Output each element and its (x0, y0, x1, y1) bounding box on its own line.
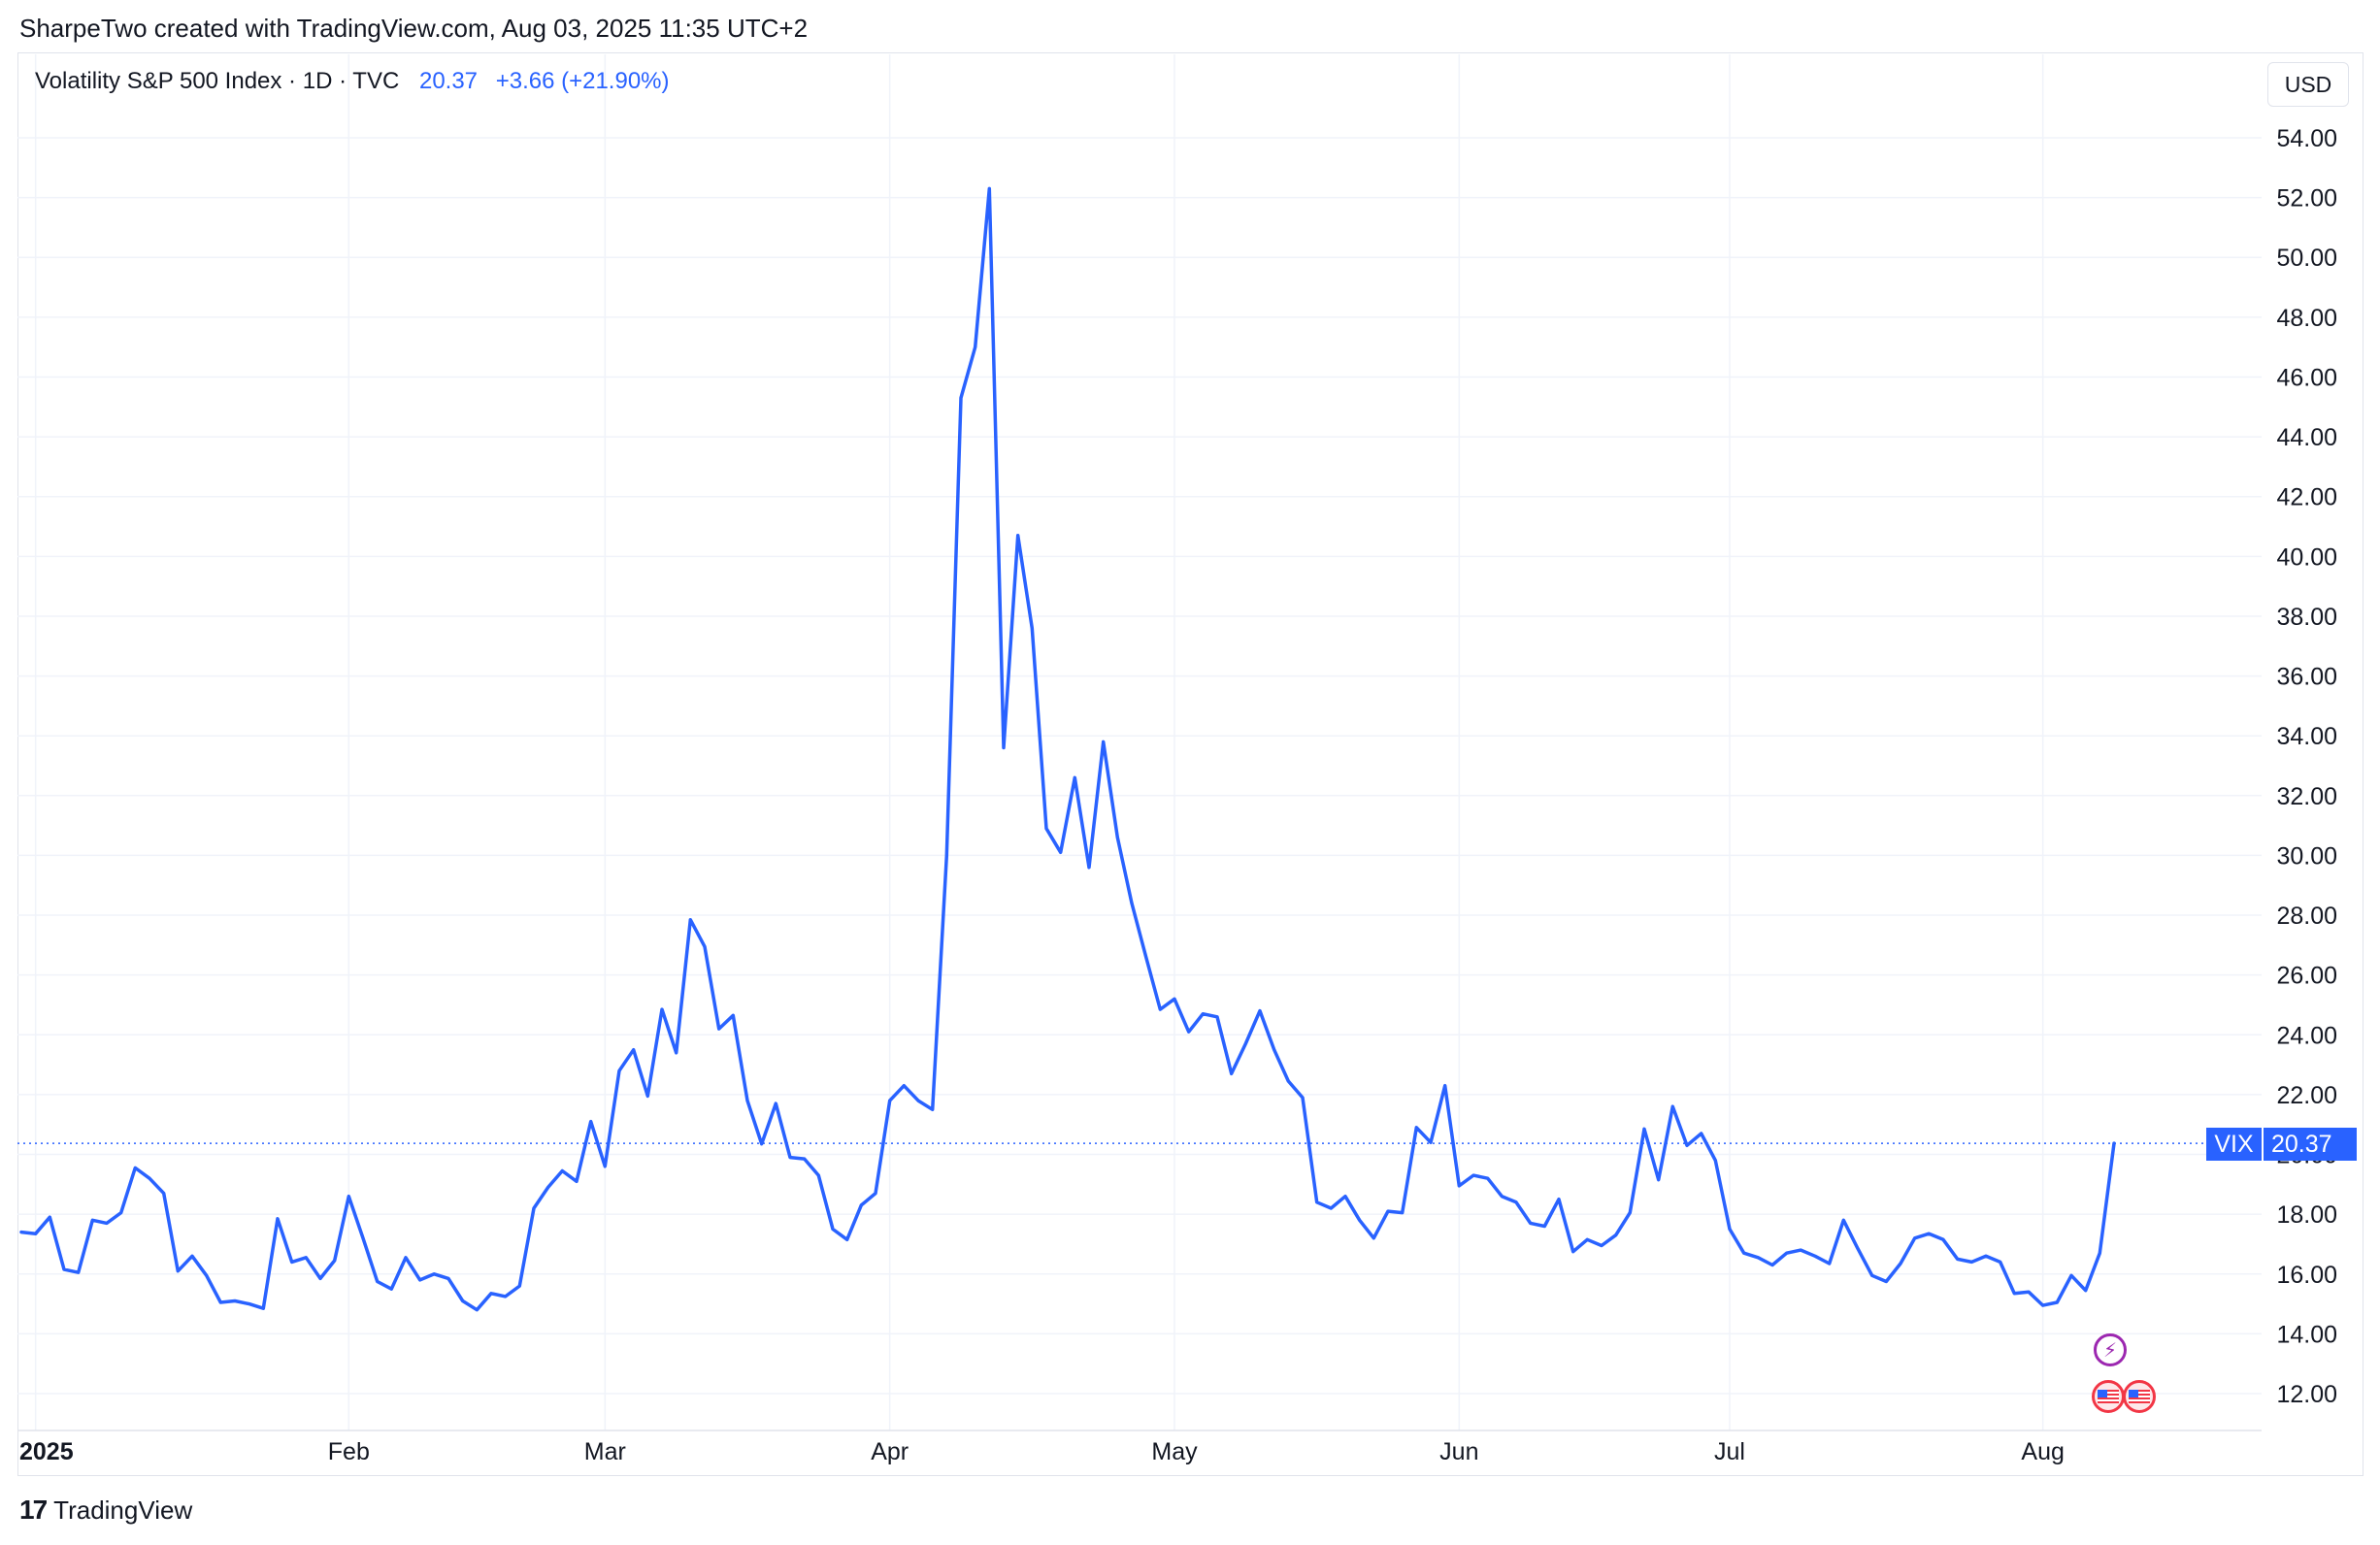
lightning-bolt-icon[interactable]: ⚡ (2094, 1333, 2127, 1366)
logo-brand: TradingView (53, 1495, 193, 1525)
y-tick-label: 50.00 (2276, 245, 2337, 272)
us-flag-icon[interactable] (2123, 1380, 2156, 1413)
y-tick-label: 22.00 (2276, 1082, 2337, 1109)
x-tick-label: Feb (328, 1438, 370, 1465)
x-tick-label: 2025 (19, 1438, 74, 1465)
y-tick-label: 12.00 (2276, 1381, 2337, 1408)
axis-tick-labels: 12.0014.0016.0018.0020.0022.0024.0026.00… (19, 125, 2337, 1465)
y-tick-label: 38.00 (2276, 604, 2337, 631)
y-tick-label: 34.00 (2276, 723, 2337, 750)
y-tick-label: 52.00 (2276, 185, 2337, 213)
tradingview-logo[interactable]: 17 TradingView (19, 1495, 192, 1526)
x-tick-label: Jun (1439, 1438, 1478, 1465)
y-tick-label: 32.00 (2276, 783, 2337, 810)
price-tag-value: 20.37 (2264, 1128, 2357, 1161)
price-tag-symbol: VIX (2206, 1128, 2262, 1161)
y-tick-label: 48.00 (2276, 305, 2337, 332)
y-tick-label: 14.00 (2276, 1321, 2337, 1348)
chart-frame (17, 52, 2363, 1476)
legend-symbol: Volatility S&P 500 Index · 1D · TVC (35, 68, 400, 94)
y-tick-label: 16.00 (2276, 1262, 2337, 1289)
symbol-legend[interactable]: Volatility S&P 500 Index · 1D · TVC 20.3… (35, 68, 670, 95)
logo-mark: 17 (19, 1495, 48, 1525)
chart-byline: SharpeTwo created with TradingView.com, … (19, 14, 809, 43)
y-tick-label: 54.00 (2276, 125, 2337, 152)
grid-lines (17, 54, 2262, 1431)
y-tick-label: 24.00 (2276, 1022, 2337, 1049)
y-tick-label: 46.00 (2276, 364, 2337, 391)
us-flag-icon[interactable] (2092, 1380, 2125, 1413)
x-tick-label: Mar (584, 1438, 626, 1465)
y-tick-label: 28.00 (2276, 903, 2337, 930)
x-tick-label: May (1151, 1438, 1198, 1465)
legend-change: +3.66 (+21.90%) (495, 68, 670, 94)
currency-button[interactable]: USD (2267, 62, 2349, 107)
y-tick-label: 26.00 (2276, 963, 2337, 990)
x-tick-label: Aug (2021, 1438, 2064, 1465)
y-tick-label: 18.00 (2276, 1201, 2337, 1229)
y-tick-label: 30.00 (2276, 842, 2337, 870)
y-tick-label: 40.00 (2276, 543, 2337, 571)
x-tick-label: Jul (1714, 1438, 1745, 1465)
x-tick-label: Apr (871, 1438, 909, 1465)
y-tick-label: 42.00 (2276, 484, 2337, 511)
y-tick-label: 44.00 (2276, 424, 2337, 451)
series-line-vix (19, 186, 2116, 1312)
y-tick-label: 36.00 (2276, 664, 2337, 691)
legend-last-value: 20.37 (418, 68, 479, 94)
